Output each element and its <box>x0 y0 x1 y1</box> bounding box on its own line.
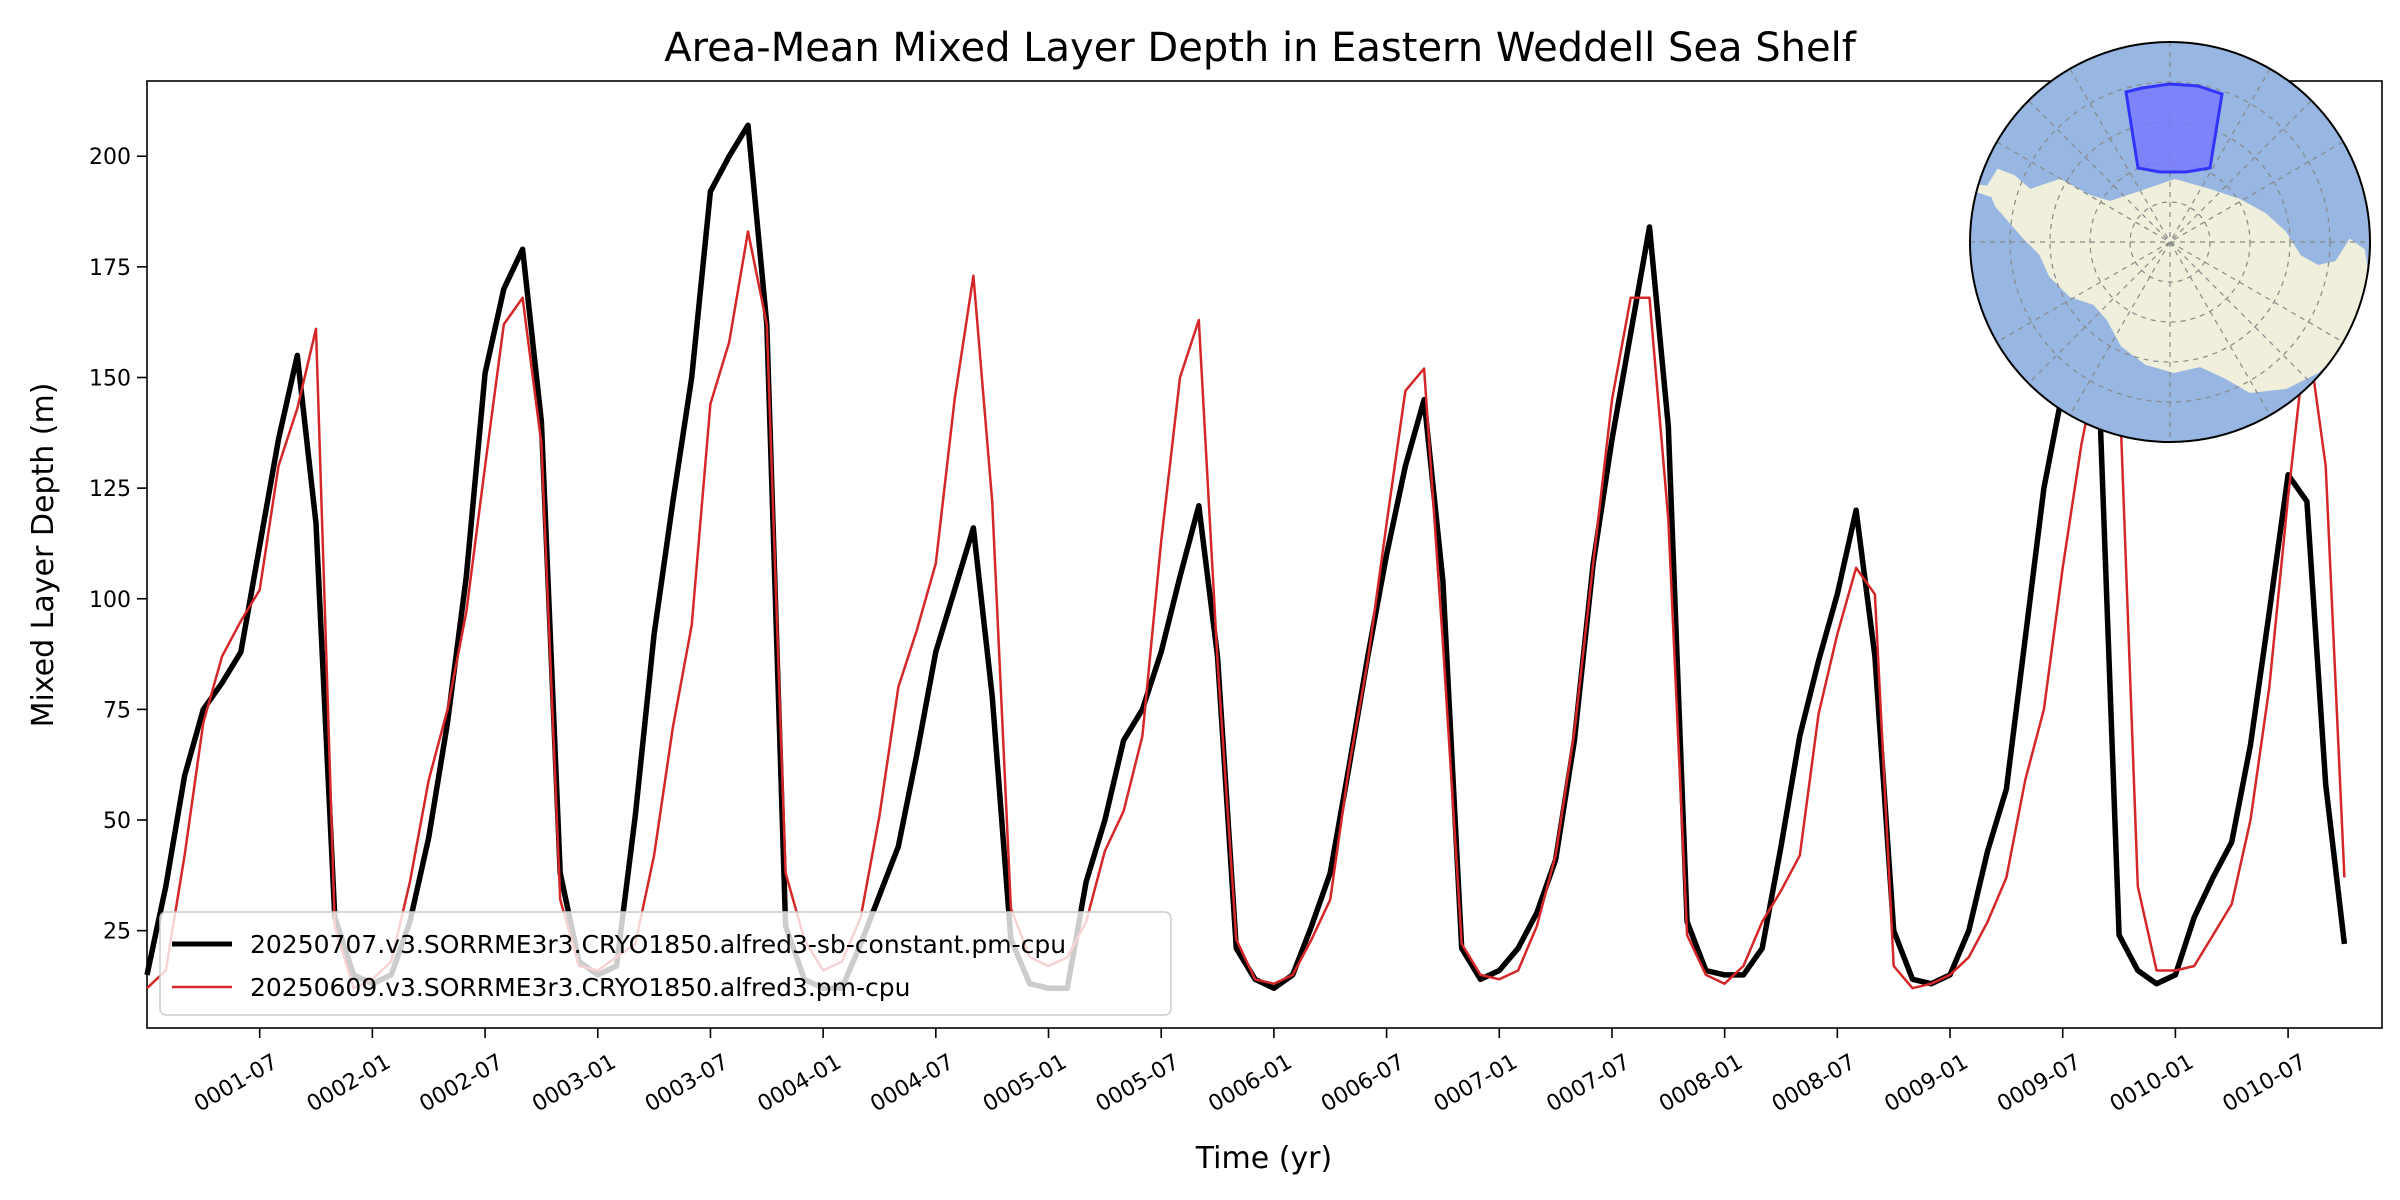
x-tick-label: 0010-07 <box>2219 1050 2311 1118</box>
x-tick-label: 0001-07 <box>190 1050 282 1118</box>
y-tick-label: 25 <box>103 920 131 945</box>
x-tick-label: 0004-01 <box>754 1050 846 1118</box>
x-tick-label: 0005-07 <box>1092 1050 1184 1118</box>
x-tick-label: 0010-01 <box>2106 1050 2198 1118</box>
y-axis-label: Mixed Layer Depth (m) <box>26 383 61 728</box>
x-tick-label: 0007-01 <box>1430 1050 1522 1118</box>
series-layer <box>144 122 2348 991</box>
peninsula-landmass <box>1970 182 2010 200</box>
globe-outline <box>1969 41 2371 443</box>
x-tick-label: 0003-07 <box>641 1050 733 1118</box>
x-tick-label: 0005-01 <box>979 1050 1071 1118</box>
antarctica-map-inset <box>1969 41 2371 443</box>
x-tick-label: 0006-01 <box>1204 1050 1296 1118</box>
weddell-sea-region <box>2124 82 2224 174</box>
x-tick-label: 0009-01 <box>1881 1050 1973 1118</box>
x-tick-label: 0007-07 <box>1542 1050 1634 1118</box>
series-line-1 <box>146 230 2346 990</box>
chart-title: Area-Mean Mixed Layer Depth in Eastern W… <box>664 25 1857 71</box>
x-tick-label: 0002-01 <box>303 1050 395 1118</box>
y-tick-label: 150 <box>89 366 131 391</box>
y-tick-label: 75 <box>103 698 131 723</box>
x-tick-label: 0008-07 <box>1768 1050 1860 1118</box>
x-tick-label: 0003-01 <box>528 1050 620 1118</box>
plot-frame <box>146 80 2383 1029</box>
graticule <box>1970 42 2370 442</box>
x-tick-label: 0009-07 <box>1993 1050 2085 1118</box>
x-tick-label: 0004-07 <box>866 1050 958 1118</box>
y-tick-label: 175 <box>89 256 131 281</box>
legend-box <box>159 911 1172 1016</box>
x-axis-label: Time (yr) <box>1195 1141 1332 1176</box>
x-axis: 0001-07 0002-01 0002-07 0003-01 0003-07 0004-… <box>190 1028 2311 1117</box>
y-axis: 25 50 75 100 125 150 175 200 <box>89 145 147 945</box>
x-tick-label: 0008-01 <box>1655 1050 1747 1118</box>
y-tick-label: 125 <box>89 477 131 502</box>
y-tick-label: 100 <box>89 588 131 613</box>
legend-label-alfred3-sb-constant: 20250707.v3.SORRME3r3.CRYO1850.alfred3-s… <box>250 930 1066 959</box>
legend: 20250707.v3.SORRME3r3.CRYO1850.alfred3-s… <box>159 911 1172 1016</box>
legend-label-alfred3: 20250609.v3.SORRME3r3.CRYO1850.alfred3.p… <box>250 973 911 1002</box>
series-line-0 <box>144 122 2348 991</box>
x-tick-label: 0006-07 <box>1317 1050 1409 1118</box>
x-tick-label: 0002-07 <box>416 1050 508 1118</box>
y-tick-label: 200 <box>89 145 131 170</box>
y-tick-label: 50 <box>103 809 131 834</box>
